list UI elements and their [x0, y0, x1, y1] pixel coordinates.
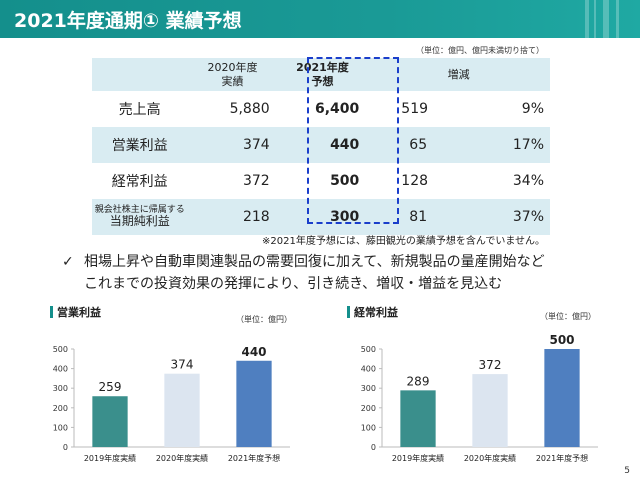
- x-tick-label: 2020年度実績: [156, 453, 208, 463]
- y-tick-label: 500: [361, 345, 376, 354]
- header-decor-stripe: [594, 0, 596, 38]
- chart-unit-ordinary-profit: （単位：億円）: [540, 312, 596, 321]
- cell-2020-actual: 5,880: [229, 101, 270, 117]
- y-tick-label: 0: [371, 443, 376, 452]
- header-decor-stripe: [616, 0, 619, 38]
- summary-line-1: 相場上昇や自動車関連製品の需要回復に加えて、新規製品の量産開始など: [84, 254, 545, 270]
- row-label: 親会社株主に帰属する 当期純利益: [92, 199, 188, 235]
- bar: [544, 349, 580, 447]
- table-row: 売上高 5,880 6,400 519 9%: [92, 91, 550, 127]
- header-bar: 2021年度通期① 業績予想: [0, 0, 640, 38]
- x-tick-label: 2019年度実績: [392, 453, 444, 463]
- y-tick-label: 100: [361, 423, 376, 432]
- forecast-highlight-box: [307, 57, 399, 224]
- bar-data-label: 289: [407, 374, 430, 388]
- bar: [92, 396, 128, 447]
- x-tick-label: 2019年度実績: [84, 453, 136, 463]
- row-label: 営業利益: [92, 127, 188, 163]
- bar-data-label: 259: [99, 380, 122, 394]
- cell-2021-forecast: 300: [277, 199, 368, 235]
- cell-2020-actual: 218: [187, 199, 278, 235]
- header-2021-forecast: 2021年度 予想: [277, 58, 368, 91]
- check-icon: ✓: [62, 254, 74, 270]
- y-tick-label: 0: [63, 443, 68, 452]
- x-tick-label: 2021年度予想: [536, 453, 588, 463]
- y-tick-label: 200: [53, 404, 68, 413]
- cell-2021-forecast: 6,400: [315, 101, 360, 117]
- chart-title-ordinary-profit: 経常利益: [347, 304, 398, 320]
- table-footnote: ※2021年度予想には、藤田観光の業績予想を含んでいません。: [262, 236, 546, 247]
- y-tick-label: 300: [53, 384, 68, 393]
- page-number: 5: [624, 466, 630, 476]
- cell-2021-forecast: 440: [277, 127, 368, 163]
- y-tick-label: 400: [53, 365, 68, 374]
- bar: [472, 374, 508, 447]
- table-row: 経常利益 372 500 128 34%: [92, 163, 550, 199]
- cell-change-pct: 17%: [473, 127, 550, 163]
- cell-change: 81: [367, 199, 474, 235]
- row-label: 売上高: [118, 102, 161, 118]
- ordinary-profit-chart: 0 100 200 300 400 500 289 2019年度実績 372 2020年度実績 50…: [361, 333, 598, 463]
- cell-change: 65: [367, 127, 474, 163]
- cell-change-pct: 37%: [473, 199, 550, 235]
- header-decor-stripe: [585, 0, 589, 38]
- title-marker-icon: [50, 306, 53, 318]
- chart-unit-operating-profit: （単位：億円）: [236, 315, 292, 324]
- chart-title-operating-profit: 営業利益: [50, 304, 101, 320]
- x-tick-label: 2020年度実績: [464, 453, 516, 463]
- cell-change: 128: [401, 173, 429, 189]
- y-tick-label: 200: [361, 404, 376, 413]
- bar-data-label: 372: [479, 358, 502, 372]
- operating-profit-chart: 0 100 200 300 400 500 259 2019年度実績 374 2020年度実績 44…: [53, 345, 290, 463]
- y-tick-label: 300: [361, 384, 376, 393]
- summary-line-2: これまでの投資効果の発揮により、引き続き、増収・増益を見込む: [84, 276, 503, 292]
- cell-change: 519: [401, 101, 429, 117]
- x-tick-label: 2021年度予想: [228, 453, 280, 463]
- cell-change-pct: 34%: [512, 173, 544, 189]
- table-unit-note: （単位：億円、億円未満切り捨て）: [416, 46, 544, 55]
- bar-data-label: 500: [549, 333, 574, 347]
- results-table: 2020年度 実績 2021年度 予想 増減 売上高 5,880 6,400 519…: [92, 58, 550, 235]
- header-2020-actual: 2020年度 実績: [187, 58, 278, 91]
- page-title: 2021年度通期① 業績予想: [14, 10, 242, 32]
- cell-2020-actual: 372: [242, 173, 270, 189]
- bar-data-label: 440: [241, 345, 266, 359]
- bar: [164, 373, 200, 447]
- header-decor-stripe: [603, 0, 609, 38]
- y-tick-label: 500: [53, 345, 68, 354]
- table-row: 親会社株主に帰属する 当期純利益 218 300 81 37%: [92, 199, 550, 235]
- row-label: 経常利益: [111, 174, 168, 190]
- y-tick-label: 100: [53, 423, 68, 432]
- cell-2020-actual: 374: [187, 127, 278, 163]
- bar-data-label: 374: [171, 358, 194, 372]
- bar: [400, 390, 436, 447]
- y-tick-label: 400: [361, 365, 376, 374]
- cell-change-pct: 9%: [521, 101, 544, 117]
- cell-2021-forecast: 500: [330, 173, 360, 189]
- title-marker-icon: [347, 306, 350, 318]
- bar: [236, 360, 272, 447]
- table-row: 営業利益 374 440 65 17%: [92, 127, 550, 163]
- header-empty-cell: [92, 58, 188, 91]
